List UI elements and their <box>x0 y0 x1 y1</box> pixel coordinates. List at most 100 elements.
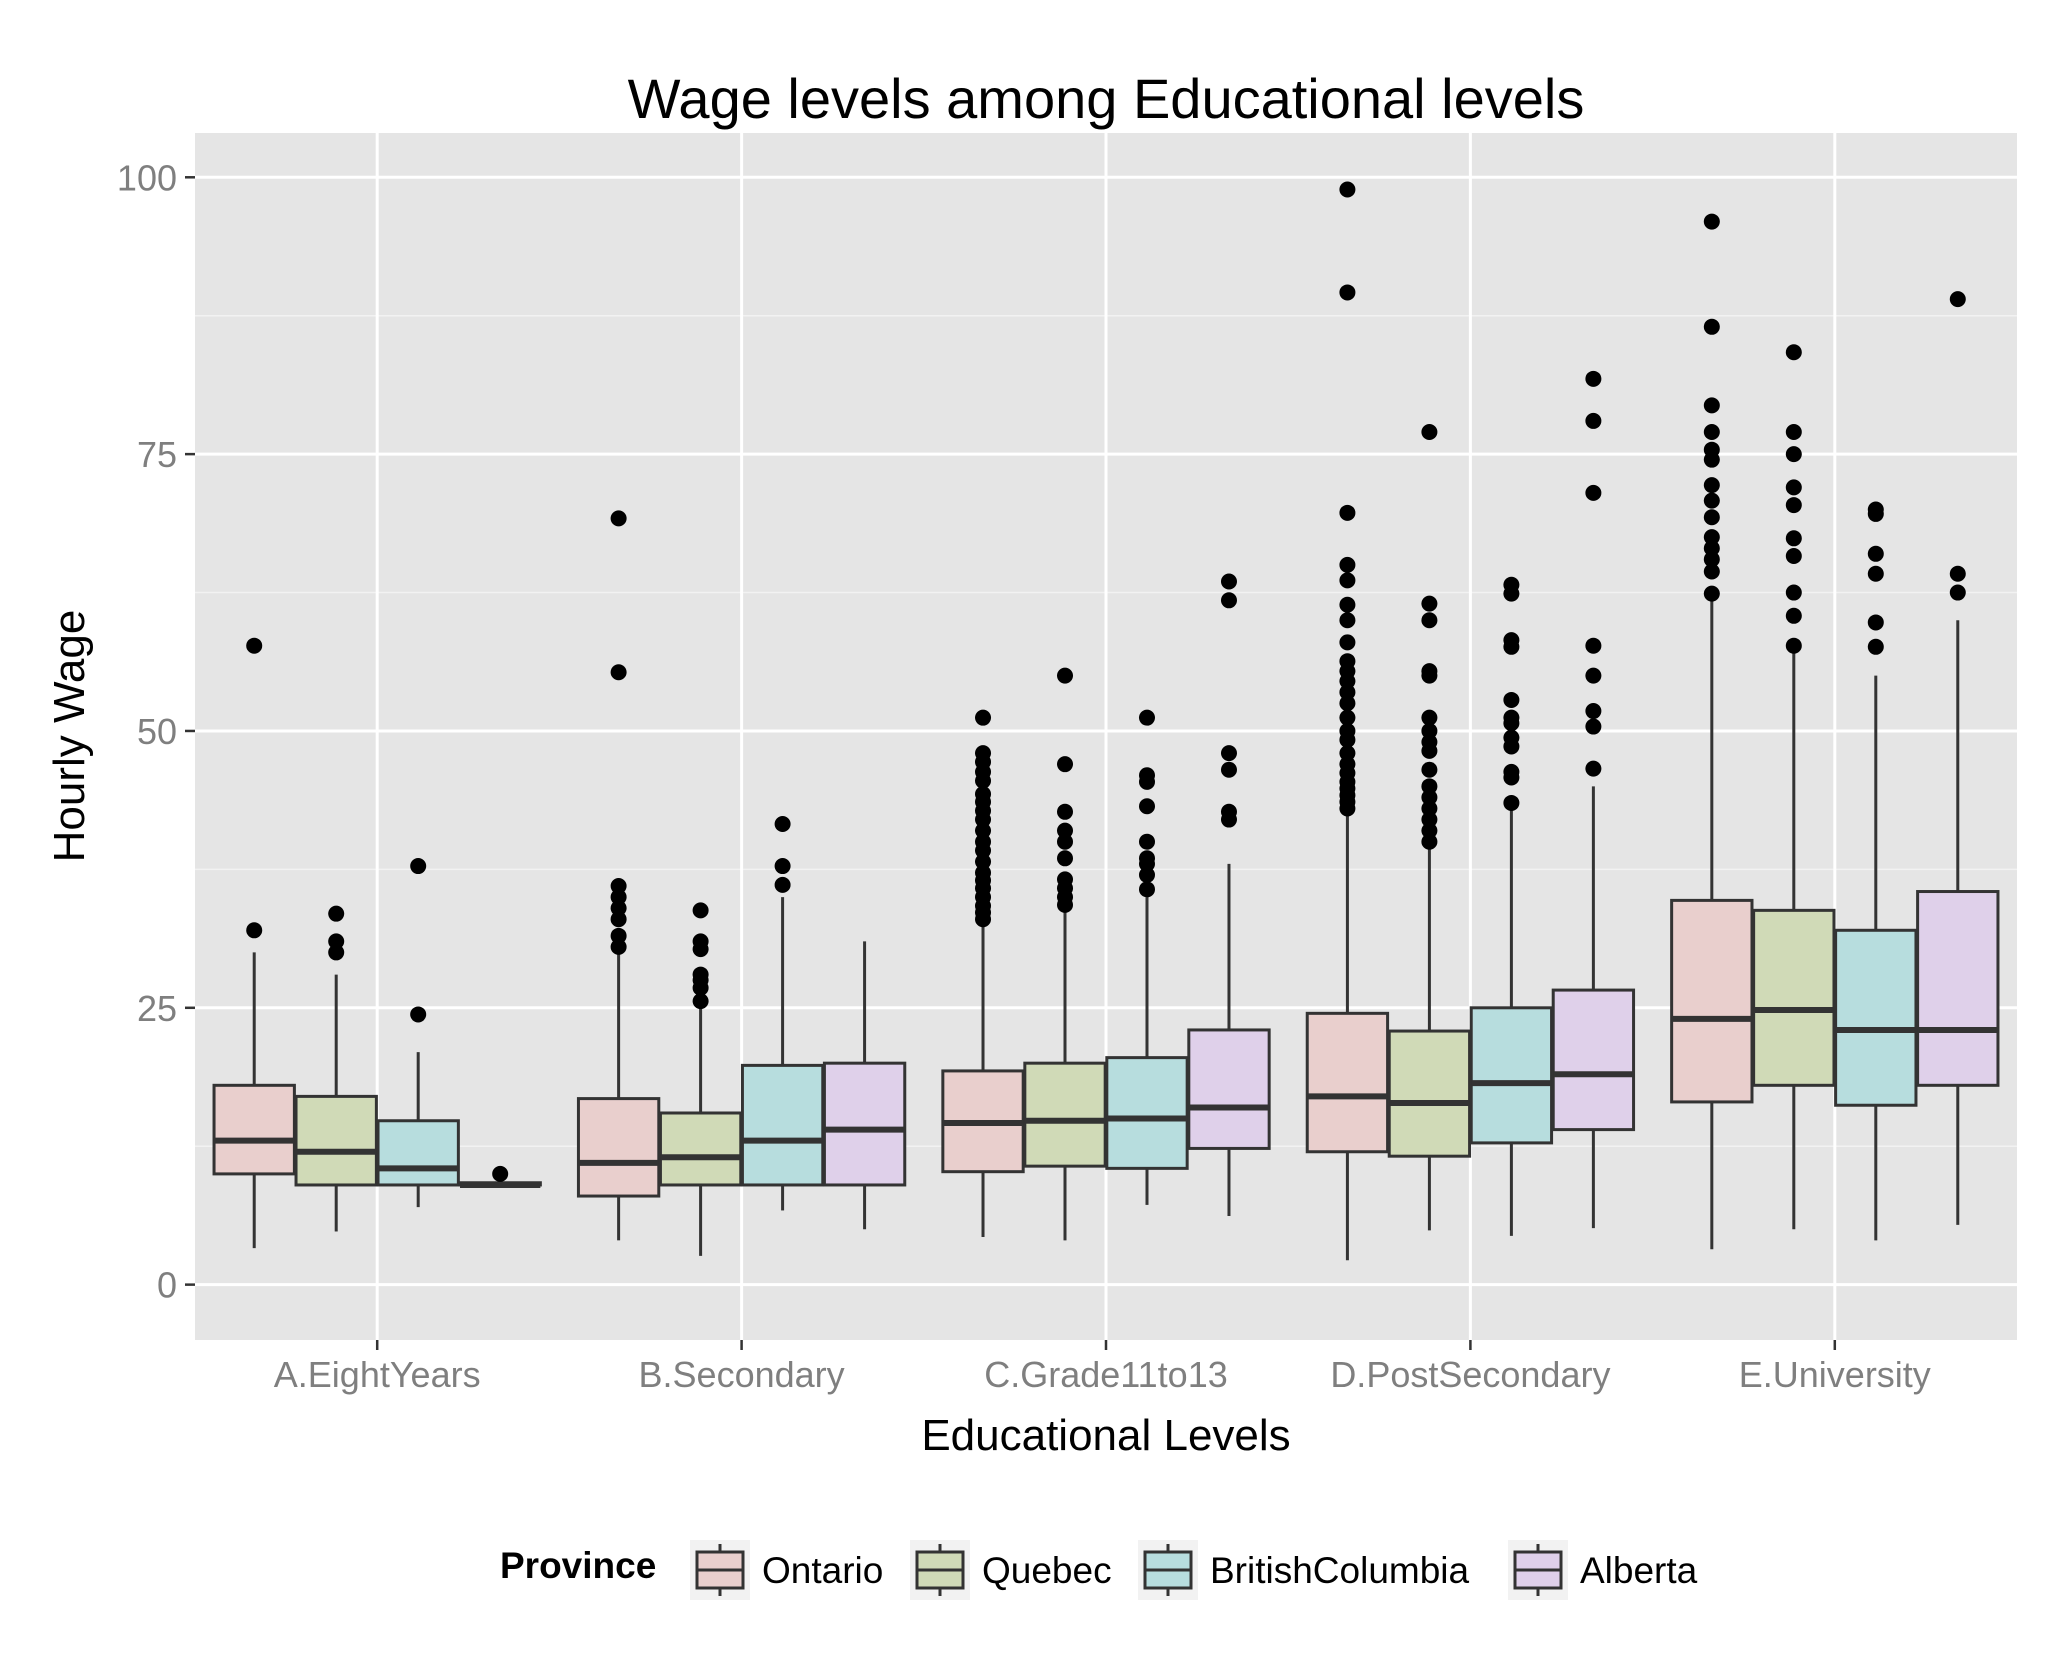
outlier-point <box>1220 761 1237 778</box>
outlier-point <box>975 709 992 726</box>
boxplot-alberta-3 <box>1551 370 1636 1229</box>
outlier-point <box>774 815 791 832</box>
box-iqr <box>1469 1006 1554 1145</box>
outlier-point <box>1703 397 1720 414</box>
outlier-point <box>1503 729 1520 746</box>
legend: Province Ontario Quebec BritishColumbia Alb… <box>500 1540 1698 1600</box>
y-tick-label: 25 <box>137 988 177 1029</box>
outlier-point <box>1138 881 1155 898</box>
outlier-point <box>1421 789 1438 806</box>
outlier-point <box>1339 756 1356 773</box>
box-iqr <box>658 1111 743 1187</box>
boxplot-quebec-0 <box>294 905 378 1232</box>
outlier-point <box>1339 695 1356 712</box>
outlier-point <box>1421 423 1438 440</box>
y-axis-title: Hourly Wage <box>45 610 94 863</box>
outlier-point <box>1220 573 1237 590</box>
outlier-point <box>975 853 992 870</box>
boxplot-alberta-2 <box>1187 573 1271 1216</box>
x-tick-label: D.PostSecondary <box>1330 1354 1610 1395</box>
outlier-point <box>1057 756 1074 773</box>
outlier-point <box>692 902 709 919</box>
outlier-point <box>610 927 627 944</box>
legend-item-britishcolumbia: BritishColumbia <box>1138 1540 1470 1600</box>
outlier-point <box>1421 811 1438 828</box>
legend-label: Quebec <box>982 1550 1112 1591</box>
outlier-point <box>975 833 992 850</box>
outlier-point <box>1421 612 1438 629</box>
outlier-point <box>1138 709 1155 726</box>
box-iqr <box>822 1061 907 1187</box>
outlier-point <box>1339 745 1356 762</box>
outlier-point <box>692 966 709 983</box>
boxplot-britishcolumbia-3 <box>1469 576 1554 1236</box>
outlier-point <box>1339 181 1356 198</box>
outlier-point <box>1339 722 1356 739</box>
outlier-point <box>246 922 263 939</box>
legend-label: Ontario <box>762 1550 883 1591</box>
outlier-point <box>1421 800 1438 817</box>
x-tick-label: E.University <box>1739 1354 1931 1395</box>
outlier-point <box>975 822 992 839</box>
box-iqr <box>376 1119 460 1187</box>
box-series <box>212 181 2000 1261</box>
outlier-point <box>1339 709 1356 726</box>
x-axis-title: Educational Levels <box>921 1411 1290 1460</box>
outlier-point <box>246 637 263 654</box>
boxplot-ontario-4 <box>1670 213 1754 1250</box>
outlier-point <box>1421 734 1438 751</box>
outlier-point <box>1421 761 1438 778</box>
outlier-point <box>1057 822 1074 839</box>
outlier-point <box>1867 501 1884 518</box>
outlier-point <box>1339 556 1356 573</box>
outlier-point <box>1503 576 1520 593</box>
legend-label: Alberta <box>1580 1550 1698 1591</box>
outlier-point <box>610 877 627 894</box>
box-iqr <box>1023 1061 1107 1168</box>
boxplot-ontario-2 <box>941 709 1025 1238</box>
outlier-point <box>1057 871 1074 888</box>
outlier-point <box>1703 551 1720 568</box>
outlier-point <box>1949 291 1966 308</box>
outlier-point <box>610 938 627 955</box>
outlier-point <box>1867 614 1884 631</box>
outlier-point <box>610 510 627 527</box>
legend-label: BritishColumbia <box>1210 1550 1470 1591</box>
outlier-point <box>774 858 791 875</box>
legend-item-quebec: Quebec <box>910 1540 1112 1600</box>
outlier-point <box>410 858 427 875</box>
outlier-point <box>1703 477 1720 494</box>
boxplot-quebec-1 <box>658 902 743 1256</box>
outlier-point <box>1785 530 1802 547</box>
outlier-point <box>1703 540 1720 557</box>
boxplot-alberta-1 <box>822 941 907 1230</box>
outlier-point <box>1585 703 1602 720</box>
outlier-point <box>1057 833 1074 850</box>
box-iqr <box>1551 988 1636 1132</box>
outlier-point <box>1339 684 1356 701</box>
outlier-point <box>975 864 992 881</box>
outlier-point <box>1949 584 1966 601</box>
outlier-point <box>1585 637 1602 654</box>
outlier-point <box>1220 592 1237 609</box>
outlier-point <box>328 944 345 961</box>
box-iqr <box>294 1094 378 1187</box>
outlier-point <box>774 876 791 893</box>
outlier-point <box>610 900 627 917</box>
outlier-point <box>1585 718 1602 735</box>
outlier-point <box>1703 318 1720 335</box>
outlier-point <box>1867 638 1884 655</box>
outlier-point <box>1339 572 1356 589</box>
outlier-point <box>1703 423 1720 440</box>
outlier-point <box>1703 529 1720 546</box>
legend-title: Province <box>500 1545 656 1586</box>
boxplot-ontario-0 <box>212 637 296 1249</box>
outlier-point <box>1503 709 1520 726</box>
outlier-point <box>1503 691 1520 708</box>
box-iqr <box>576 1097 661 1198</box>
boxplot-quebec-4 <box>1752 344 1836 1230</box>
boxplot-britishcolumbia-2 <box>1105 709 1189 1205</box>
outlier-point <box>1585 484 1602 501</box>
y-tick-label: 50 <box>137 711 177 752</box>
